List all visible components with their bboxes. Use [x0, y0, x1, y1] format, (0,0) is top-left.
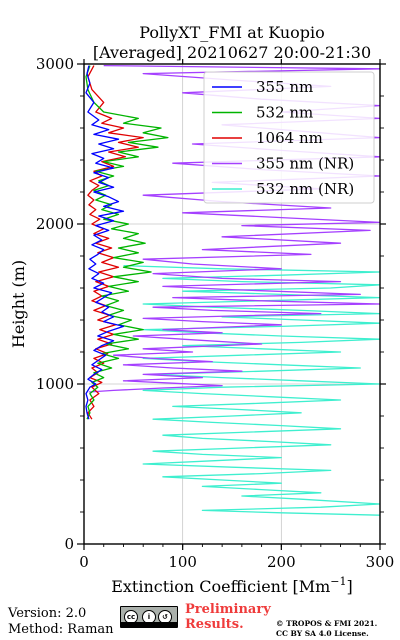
x-tick-label: 200: [267, 553, 296, 571]
plot-frame: [83, 63, 381, 545]
legend-label: 1064 nm: [256, 129, 323, 147]
copyright: © TROPOS & FMI 2021. CC BY SA 4.0 Licens…: [276, 619, 377, 639]
y-tick-label: 2000: [36, 215, 74, 233]
y-tick-label: 3000: [36, 55, 74, 73]
legend-label: 355 nm: [256, 78, 313, 96]
series-line-4: [123, 264, 380, 516]
legend: 355 nm 532 nm 1064 nm 355 nm (NR) 532 nm (NR…: [203, 71, 375, 204]
version-text: Version: 2.0: [8, 606, 87, 621]
copyright-line2: CC BY SA 4.0 License.: [276, 629, 369, 638]
series-line-2: [87, 65, 144, 420]
x-axis-label: Extinction Coefficient [Mm−1]: [111, 575, 353, 596]
method-text: Method: Raman: [8, 622, 114, 637]
version-info: Version: 2.0 Method: Raman: [8, 606, 114, 638]
preliminary-line1: Preliminary: [185, 602, 271, 617]
x-tick-label: 300: [366, 553, 395, 571]
y-axis-label: Height (m): [9, 260, 28, 348]
legend-label: 355 nm (NR): [256, 155, 354, 173]
preliminary-note: Preliminary Results.: [185, 602, 271, 632]
x-tick-label: 100: [168, 553, 197, 571]
cc-by-sa-badge-icon: cc i ↺: [120, 606, 178, 628]
copyright-line1: © TROPOS & FMI 2021.: [276, 619, 378, 628]
series-line-1: [85, 65, 169, 420]
legend-label: 532 nm: [256, 104, 313, 122]
preliminary-line2: Results.: [185, 617, 244, 632]
y-tick-label: 0: [64, 535, 74, 553]
badge-strip: [121, 622, 177, 627]
legend-box: [203, 71, 375, 204]
chart-subtitle: [Averaged] 20210627 20:00-21:30: [93, 43, 371, 62]
chart-title: PollyXT_FMI at Kuopio: [139, 23, 325, 42]
legend-label: 532 nm (NR): [256, 180, 354, 198]
y-tick-label: 1000: [36, 375, 74, 393]
series-line-0: [85, 65, 125, 420]
x-axis-label-exponent: −1: [330, 575, 346, 588]
x-tick-label: 0: [79, 553, 89, 571]
chart: PollyXT_FMI at Kuopio [Averaged] 2021062…: [9, 23, 395, 596]
